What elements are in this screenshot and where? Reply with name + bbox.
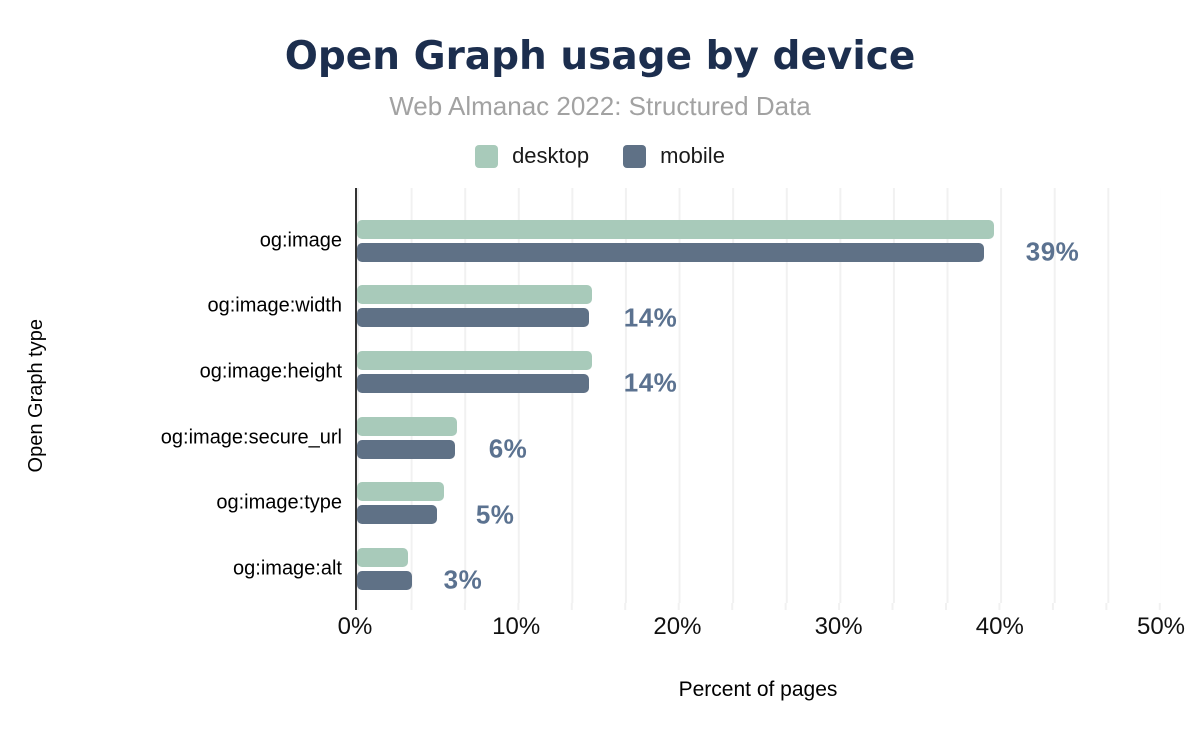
plot-area: og:image 39% og:image:width 14% og:image:hei… [161, 188, 1161, 610]
category-label: og:image:height [199, 360, 342, 383]
legend-swatch-desktop [475, 144, 499, 168]
bar-mobile [357, 308, 589, 328]
legend-swatch-mobile [623, 144, 647, 168]
bar-pair: 14% [357, 285, 1161, 332]
chart-row: og:image:alt 3% [233, 536, 1161, 602]
bar-pair: 39% [357, 219, 1161, 267]
value-label: 39% [1025, 236, 1080, 267]
category-label: og:image:alt [233, 557, 342, 580]
legend-label: mobile [660, 143, 725, 168]
bar-mobile [357, 373, 589, 393]
legend: desktop mobile [0, 143, 1200, 169]
bar-pair: 14% [357, 350, 1161, 398]
chart-row: og:image:width 14% [207, 274, 1161, 340]
bar-pair: 5% [357, 482, 1161, 529]
x-tick: 50% [1136, 613, 1186, 640]
value-label: 14% [623, 302, 678, 333]
bar-mobile [357, 505, 438, 525]
x-axis-ticks: 0% 10% 20% 30% 40% 50% [338, 613, 1185, 647]
y-axis-title: Open Graph type [24, 318, 47, 473]
bar-desktop [357, 547, 409, 567]
x-tick: 20% [653, 613, 702, 640]
x-axis-title: Percent of pages [678, 678, 838, 701]
x-tick: 30% [814, 613, 863, 640]
bar-desktop [357, 416, 457, 436]
bar-mobile [357, 242, 985, 262]
category-label: og:image:secure_url [160, 426, 342, 449]
chart-row: og:image:secure_url 6% [161, 405, 1161, 471]
chart-row: og:image:type 5% [216, 470, 1161, 536]
bar-pair: 3% [357, 547, 1161, 595]
x-tick: 10% [492, 613, 541, 640]
category-label: og:image [259, 229, 342, 252]
legend-label: desktop [512, 143, 590, 168]
page-subtitle: Web Almanac 2022: Structured Data [389, 91, 811, 121]
bar-mobile [357, 570, 412, 590]
bar-desktop [357, 285, 592, 305]
bar-desktop [357, 219, 994, 239]
bar-mobile [357, 439, 456, 459]
bar-pair: 6% [357, 416, 1161, 464]
category-label: og:image:width [207, 294, 342, 317]
x-tick: 0% [337, 613, 373, 640]
chart-row: og:image 39% [260, 208, 1161, 274]
legend-item-mobile: mobile [623, 143, 725, 169]
value-label: 14% [623, 367, 678, 398]
x-tick: 40% [975, 613, 1024, 640]
value-label: 6% [488, 433, 528, 464]
chart-row: og:image:height 14% [200, 339, 1161, 405]
value-label: 5% [475, 499, 515, 530]
legend-item-desktop: desktop [475, 143, 589, 169]
bar-desktop [357, 350, 592, 370]
category-label: og:image:type [216, 491, 342, 514]
page-title: Open Graph usage by device [284, 34, 916, 79]
value-label: 3% [443, 564, 483, 595]
bar-desktop [357, 482, 444, 502]
